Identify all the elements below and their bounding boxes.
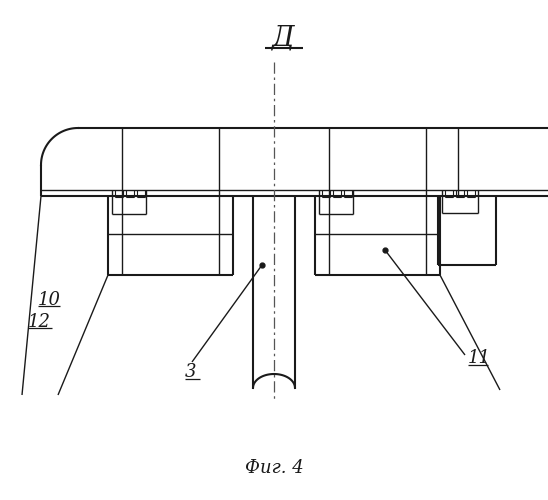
Text: 12: 12 — [28, 313, 51, 331]
Text: 10: 10 — [38, 291, 61, 309]
Text: Д: Д — [272, 24, 294, 52]
Text: 11: 11 — [468, 349, 491, 367]
Text: Фиг. 4: Фиг. 4 — [244, 459, 304, 477]
Text: 3: 3 — [185, 363, 197, 381]
